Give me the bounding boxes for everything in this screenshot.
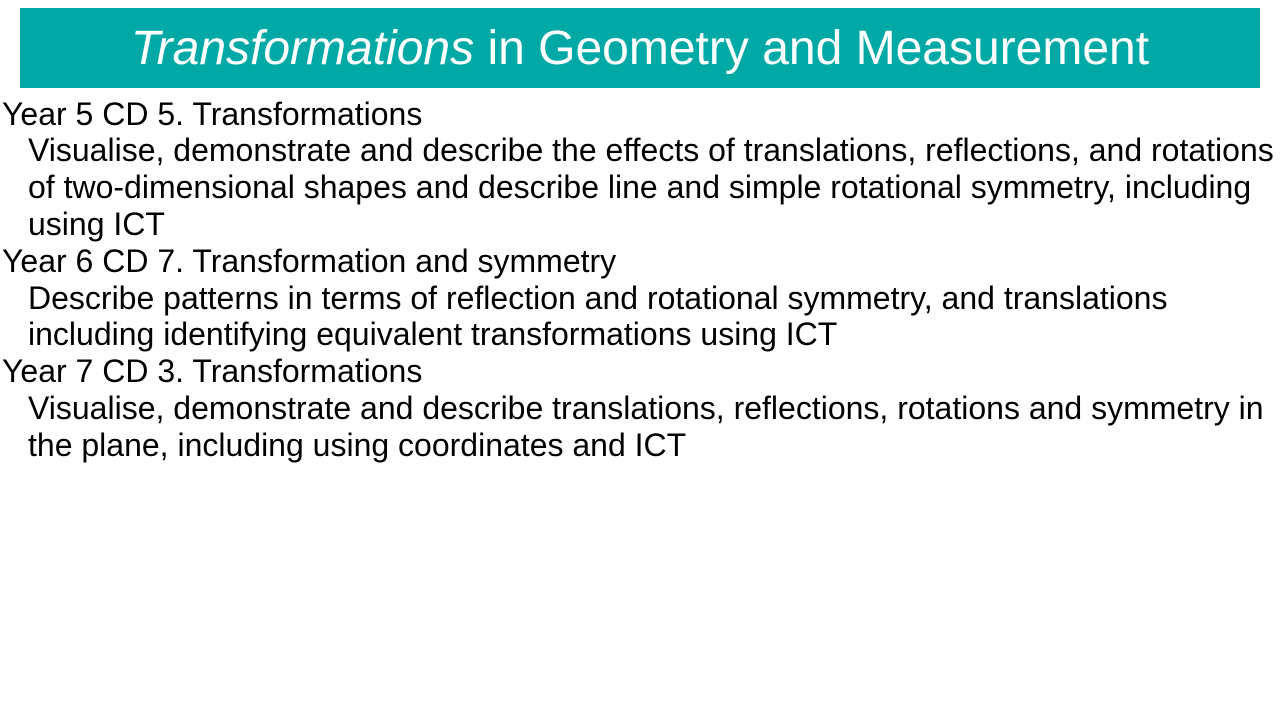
entry-description: Visualise, demonstrate and describe the … [2,132,1278,242]
slide-body: Year 5 CD 5. Transformations Visualise, … [0,88,1280,464]
title-italic-part: Transformations [131,22,474,75]
slide-title: Transformations in Geometry and Measurem… [60,20,1220,78]
curriculum-entry: Year 6 CD 7. Transformation and symmetry… [2,243,1278,353]
entry-title: Year 5 CD 5. Transformations [2,96,1278,133]
entry-title: Year 7 CD 3. Transformations [2,353,1278,390]
curriculum-entry: Year 7 CD 3. Transformations Visualise, … [2,353,1278,463]
title-rest-part: in Geometry and Measurement [474,22,1149,75]
curriculum-entry: Year 5 CD 5. Transformations Visualise, … [2,96,1278,243]
entry-description: Describe patterns in terms of reflection… [2,280,1278,354]
entry-title: Year 6 CD 7. Transformation and symmetry [2,243,1278,280]
slide-header: Transformations in Geometry and Measurem… [20,8,1260,88]
entry-description: Visualise, demonstrate and describe tran… [2,390,1278,464]
